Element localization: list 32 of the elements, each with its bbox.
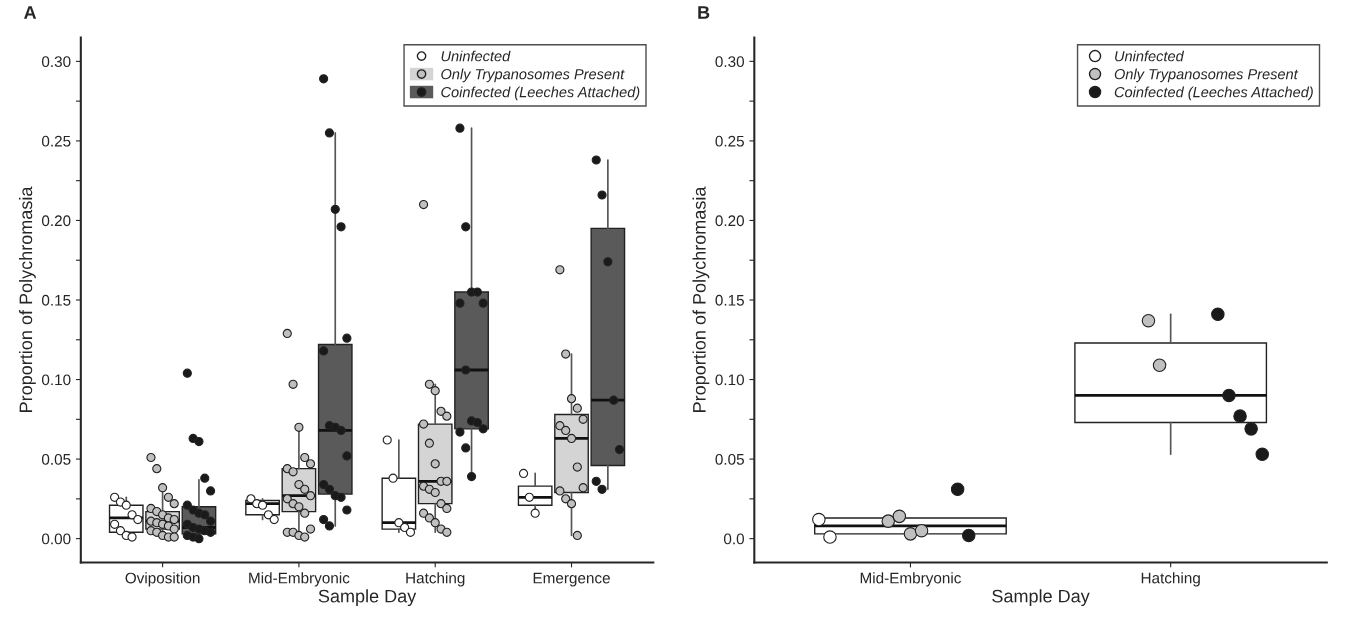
legend-label: Coinfected (Leeches Attached) xyxy=(1114,86,1313,101)
legend-label: Uninfected xyxy=(441,50,511,62)
y-tick-label: 0.25 xyxy=(41,135,71,147)
x-tick-label: Hatching xyxy=(406,572,465,587)
x-tick-label: Mid-Embryonic xyxy=(249,572,350,587)
y-tick-label: 0.30 xyxy=(715,56,744,68)
y-tick-label: 0.05 xyxy=(715,453,744,465)
y-axis-title: Proportion of Polychromasia xyxy=(692,186,710,412)
x-tick-label: Emergence xyxy=(533,572,610,587)
y-tick-label: 0.0 xyxy=(723,533,744,545)
legend-label: Only Trypanosomes Present xyxy=(441,68,625,83)
legend-label: Uninfected xyxy=(1115,50,1185,62)
y-tick-label: 0.30 xyxy=(41,56,71,68)
y-axis-title: Proportion of Polychromasia xyxy=(18,186,36,412)
legend-label: Coinfected (Leeches Attached) xyxy=(441,86,640,101)
x-tick-label: Oviposition xyxy=(125,572,200,587)
y-tick-label: 0.25 xyxy=(715,135,744,147)
y-tick-label: 0.10 xyxy=(715,374,744,386)
x-axis-title: Sample Day xyxy=(992,589,1090,607)
y-tick-label: 0.20 xyxy=(715,215,744,227)
y-tick-label: 0.20 xyxy=(41,215,71,227)
x-tick-label: Mid-Embryonic xyxy=(860,572,961,587)
y-tick-label: 0.15 xyxy=(715,294,744,306)
legend-label: Only Trypanosomes Present xyxy=(1114,68,1299,83)
x-axis-title: Sample Day xyxy=(318,589,417,607)
y-tick-label: 0.05 xyxy=(41,453,71,465)
y-tick-label: 0.00 xyxy=(41,533,71,545)
y-tick-label: 0.15 xyxy=(41,294,71,306)
chart-title: A xyxy=(24,6,37,19)
chart-title: B xyxy=(698,6,710,19)
x-tick-label: Hatching xyxy=(1141,572,1200,587)
y-tick-label: 0.10 xyxy=(41,374,71,386)
